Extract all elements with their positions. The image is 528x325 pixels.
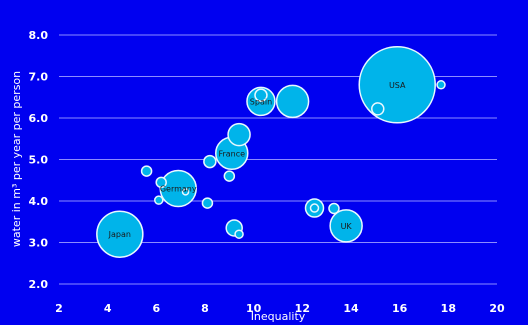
bubble [328,202,340,215]
bubble-label-germany: Germany [160,185,197,194]
bubble-labels: USA Japan Germany France Spain UK [108,81,406,239]
bubble [140,165,153,177]
x-tick-label: 14 [343,302,359,315]
bubble-uk [329,209,363,243]
bubble-label-japan: Japan [108,230,131,239]
bubble [201,197,214,209]
x-tick-labels: 2 4 6 8 10 12 14 16 18 20 [55,302,505,315]
bubble [371,102,385,116]
x-tick-label: 16 [392,302,408,315]
x-tick-label: 2 [55,302,63,315]
x-tick-label: 18 [441,302,456,315]
y-tick-label: 3.0 [29,237,49,250]
x-tick-label: 4 [104,302,112,315]
x-tick-label: 20 [489,302,505,315]
y-tick-label: 8.0 [29,29,49,42]
y-tick-label: 7.0 [29,71,49,84]
x-axis-label: Inequality [251,310,306,323]
y-tick-label: 6.0 [29,112,49,125]
bubble [254,88,268,102]
bubble-label-usa: USA [389,81,406,90]
bubble [154,195,164,205]
bubble [203,154,217,169]
bubble-label-uk: UK [341,222,353,231]
bubble [436,80,446,90]
y-tick-label: 5.0 [29,154,49,167]
y-tick-label: 2.0 [29,278,49,291]
bubble-germany [159,169,197,208]
y-tick-label: 4.0 [29,195,49,208]
x-tick-label: 6 [153,302,161,315]
bubbles [96,46,446,258]
bubble [309,203,320,213]
x-tick-label: 8 [201,302,209,315]
y-tick-labels: 2.0 3.0 4.0 5.0 6.0 7.0 8.0 [29,29,49,291]
bubble [155,176,167,189]
bubble [223,170,236,182]
y-axis-label: water in m³ per year per person [10,71,23,247]
x-tick-label: 12 [295,302,310,315]
bubble-label-france: France [218,149,245,158]
bubble-label-spain: Spain [250,97,272,106]
x-tick-label: 10 [246,302,262,315]
bubble-japan [96,210,144,258]
bubble [181,188,190,196]
bubble [275,84,310,119]
bubble [234,229,244,239]
bubble [227,122,251,147]
